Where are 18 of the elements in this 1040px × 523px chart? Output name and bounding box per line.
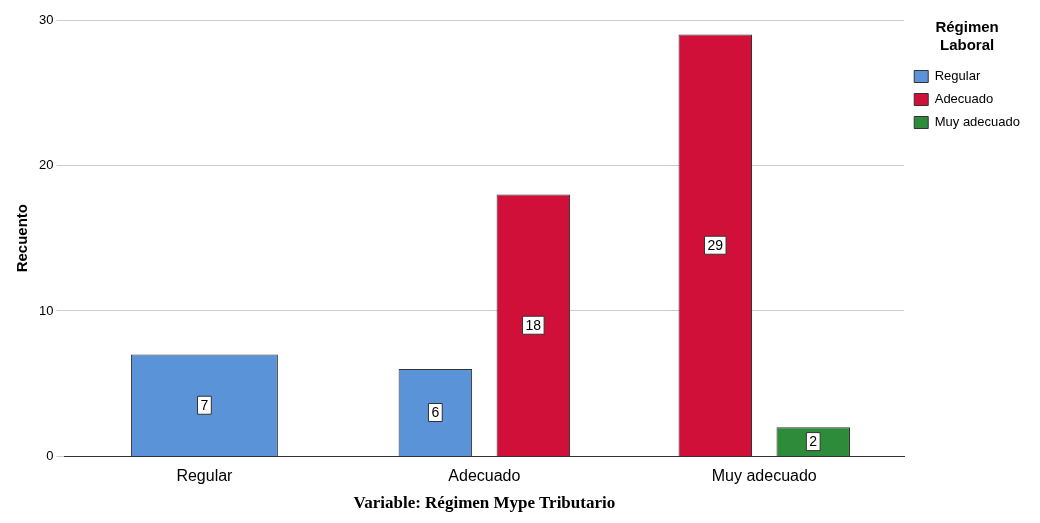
data-label: 18 bbox=[525, 317, 542, 334]
x-tick-label: Adecuado bbox=[448, 467, 521, 485]
legend-label: Regular bbox=[934, 68, 981, 84]
legend-label: Adecuado bbox=[934, 91, 994, 107]
data-label: 7 bbox=[200, 397, 209, 414]
data-label: 6 bbox=[431, 404, 440, 421]
x-axis-title: Variable: Régimen Mype Tributario bbox=[353, 493, 616, 513]
x-tick-label: Muy adecuado bbox=[711, 467, 817, 485]
y-tick-label: 10 bbox=[38, 302, 54, 318]
y-axis-title: Recuento bbox=[13, 204, 31, 273]
legend-label: Muy adecuado bbox=[934, 114, 1020, 130]
y-tick-label: 30 bbox=[38, 11, 54, 27]
legend-title: Régimen Laboral bbox=[935, 17, 999, 53]
data-label: 2 bbox=[809, 433, 818, 450]
data-label: 29 bbox=[707, 237, 724, 254]
y-tick-label: 0 bbox=[46, 447, 54, 463]
x-tick-label: Regular bbox=[176, 467, 234, 485]
y-tick-label: 20 bbox=[38, 157, 54, 173]
